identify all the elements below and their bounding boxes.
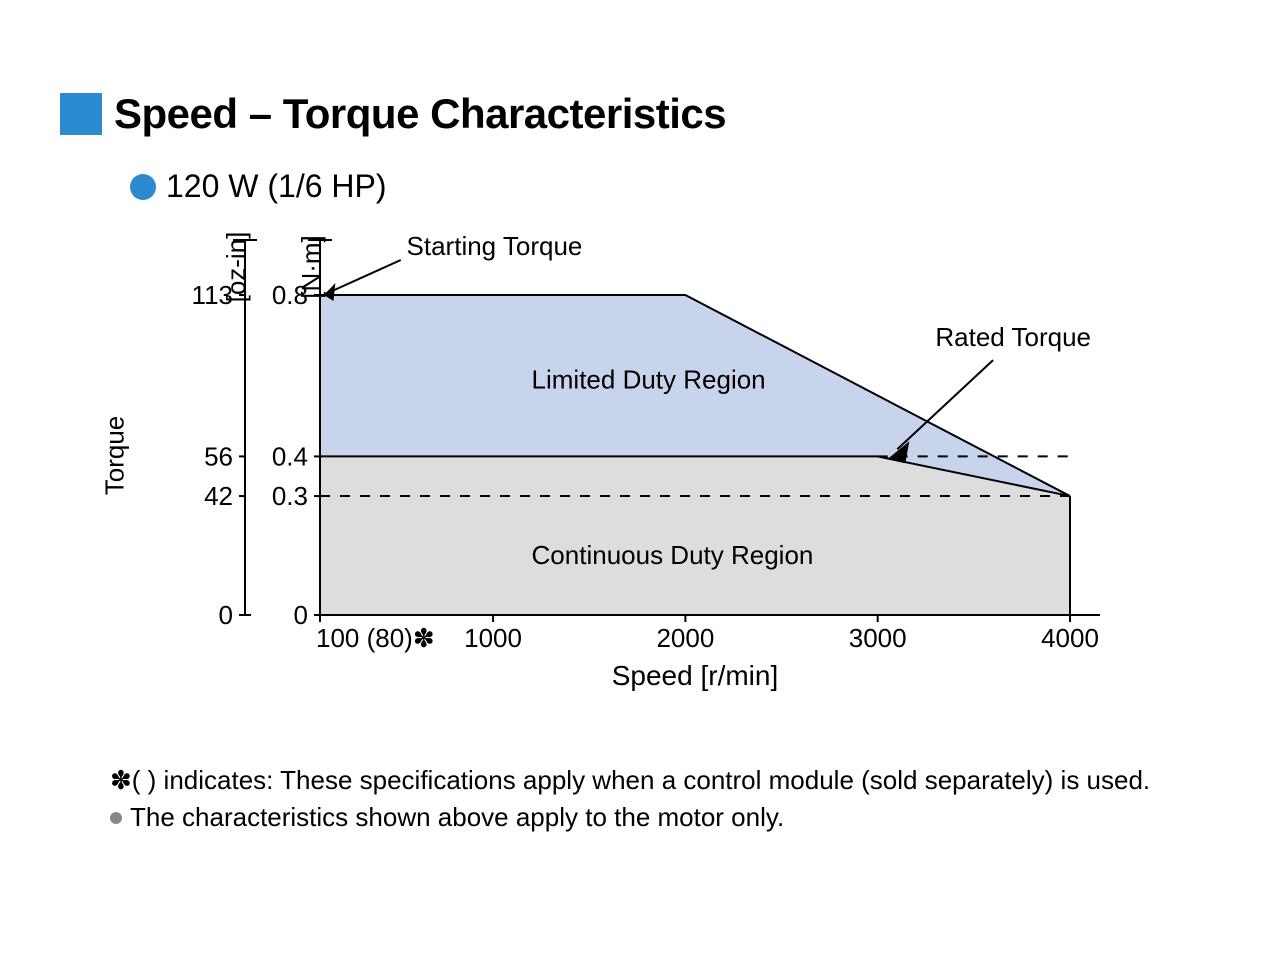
footnote-bullet-icon [110,812,122,824]
svg-text:0.4: 0.4 [272,441,308,471]
title-row: Speed – Torque Characteristics [60,90,1240,138]
svg-text:Rated Torque: Rated Torque [935,322,1091,352]
svg-text:[oz-in]: [oz-in] [221,232,251,303]
y-axis-title: Torque [99,416,130,496]
page-container: Speed – Torque Characteristics 120 W (1/… [60,90,1240,839]
subtitle-bullet-icon [130,174,156,200]
svg-text:Starting Torque: Starting Torque [407,231,583,261]
svg-text:Continuous Duty Region: Continuous Duty Region [532,540,814,570]
page-title: Speed – Torque Characteristics [114,90,726,138]
footnote-bullet: The characteristics shown above apply to… [110,802,1240,833]
svg-text:4000: 4000 [1041,623,1099,653]
svg-text:0.3: 0.3 [272,481,308,511]
svg-text:42: 42 [204,481,233,511]
svg-text:1000: 1000 [464,623,522,653]
svg-text:100 (80)✽: 100 (80)✽ [316,623,435,653]
chart-svg: 0425611300.30.40.8[oz-in][N·m]100 (80)✽1… [110,215,1160,695]
title-square-icon [60,93,102,135]
chart: 0425611300.30.40.8[oz-in][N·m]100 (80)✽1… [110,215,1160,695]
svg-text:Speed [r/min]: Speed [r/min] [612,660,779,691]
svg-text:3000: 3000 [849,623,907,653]
subtitle: 120 W (1/6 HP) [166,168,387,205]
footnote-star-text: ✽( ) indicates: These specifications app… [110,765,1150,796]
subtitle-row: 120 W (1/6 HP) [130,168,1240,205]
footnotes: ✽( ) indicates: These specifications app… [110,765,1240,833]
svg-text:2000: 2000 [656,623,714,653]
svg-text:[N·m]: [N·m] [296,235,326,299]
footnote-star: ✽( ) indicates: These specifications app… [110,765,1240,796]
footnote-bullet-text: The characteristics shown above apply to… [130,802,784,833]
svg-text:56: 56 [204,441,233,471]
svg-text:Limited Duty Region: Limited Duty Region [532,364,766,394]
svg-text:0: 0 [219,600,233,630]
svg-text:0: 0 [294,600,308,630]
